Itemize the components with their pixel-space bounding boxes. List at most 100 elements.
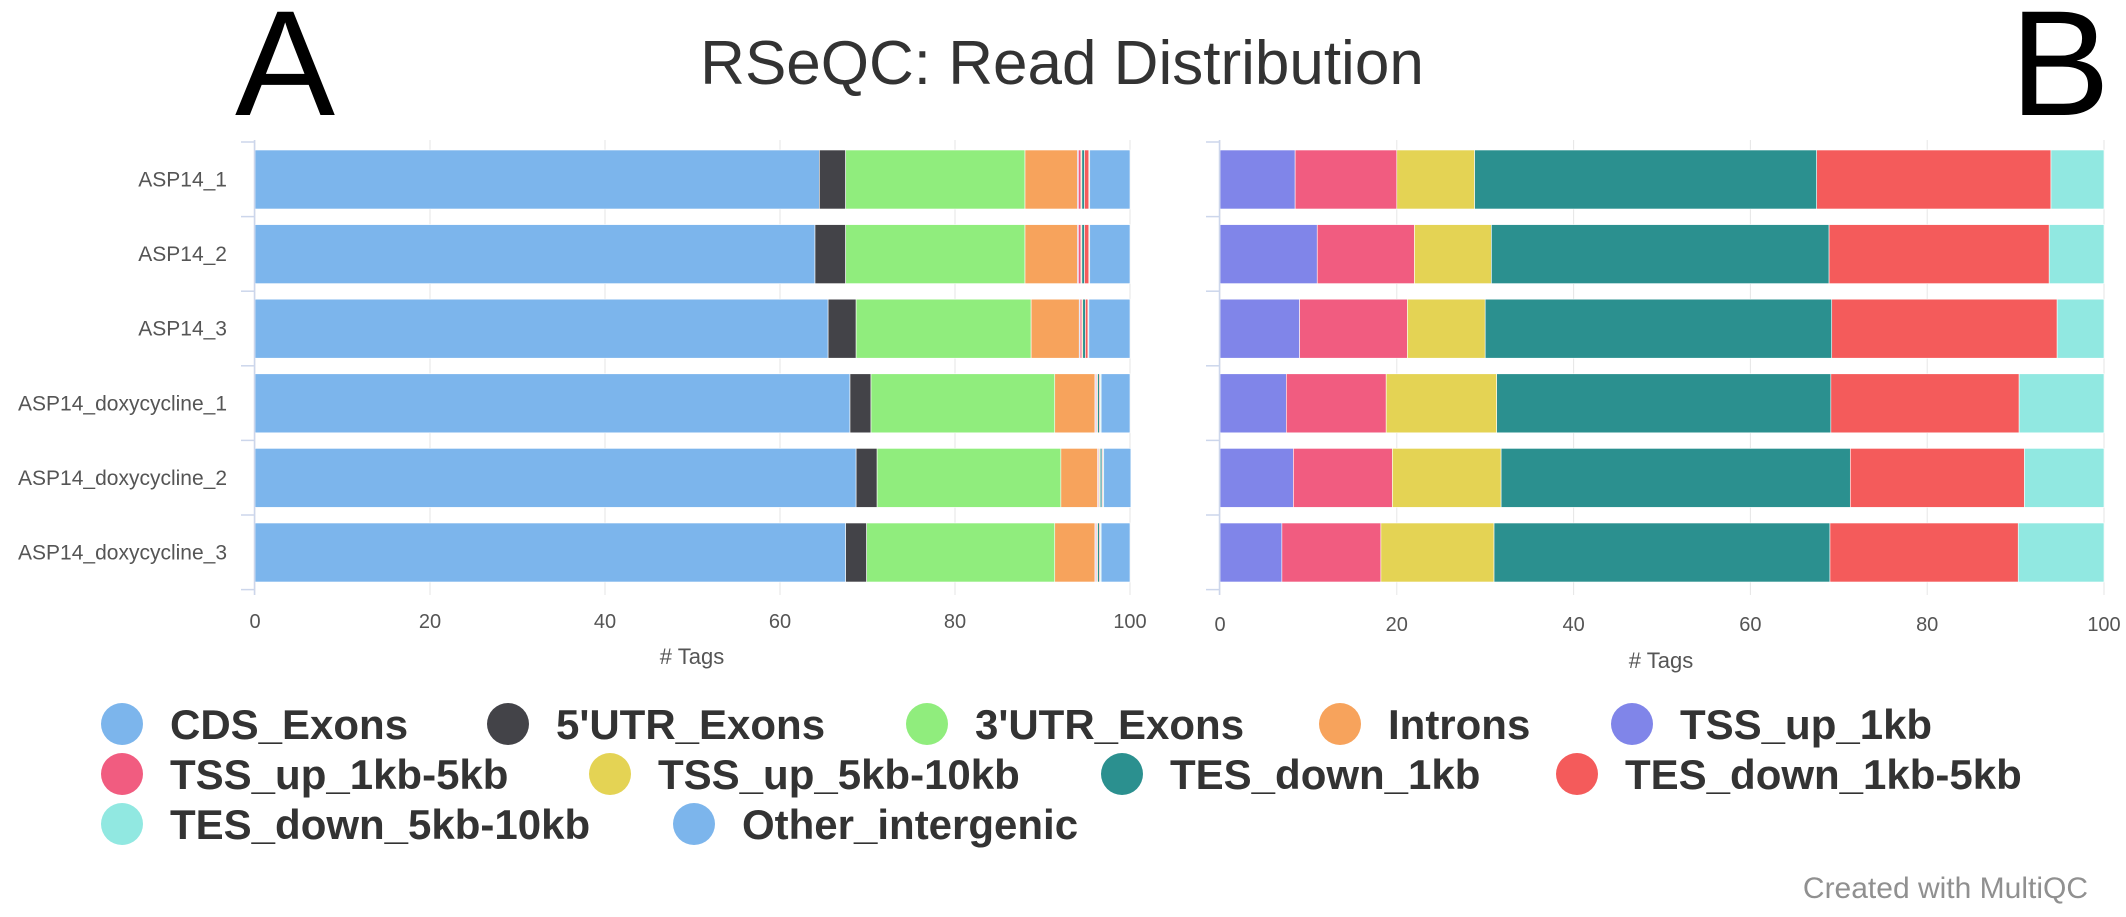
panel-b-bar-asp14-doxycycline-1-tss-up-1kb[interactable] [1219,373,1287,434]
panel-b-tick-labels: 0 20 40 60 80 100 [1214,614,2120,636]
panel-b-bar-asp14-1-tes-down-1kb-5kb[interactable] [1816,149,2052,210]
panel-b-bar-asp14-doxycycline-1-tss-up-1kb-5kb[interactable] [1286,373,1387,434]
panel-a-bar-asp14-doxycycline-3-introns[interactable] [1054,522,1096,583]
panel-b-bar-asp14-1-tss-up-1kb-5kb[interactable] [1294,149,1398,210]
legend-item-introns[interactable]: Introns [1319,701,1530,748]
legend-item-cds-exons[interactable]: CDS_Exons [101,701,408,748]
panel-a-bar-asp14-1-tss-up-1kb-5kb[interactable] [1078,149,1082,210]
legend-item-tes-down-1kb-5kb[interactable]: TES_down_1kb-5kb [1556,751,2022,798]
panel-a-bar-asp14-3-tes-down-1kb[interactable] [1082,298,1086,359]
panel-a-bar-asp14-1-3utr-exons[interactable] [845,149,1026,210]
panel-a-bar-asp14-doxycycline-3-5utr-exons[interactable] [845,522,867,583]
panel-a-bar-asp14-1-tes-down-1kb[interactable] [1081,149,1085,210]
panel-b-bars [1219,149,2105,583]
legend-item-other-intergenic[interactable]: Other_intergenic [673,801,1078,848]
panel-a-bar-asp14-1-other-intergenic[interactable] [1089,149,1131,210]
panel-a-bar-asp14-3-cds-exons[interactable] [254,298,829,359]
panel-a-bar-asp14-doxycycline-1-3utr-exons[interactable] [870,373,1056,434]
panel-a-bar-asp14-doxycycline-3-other-intergenic[interactable] [1100,522,1131,583]
panel-b-bar-asp14-doxycycline-2-tss-up-1kb-5kb[interactable] [1293,448,1393,508]
panel-b-bar-asp14-doxycycline-3-tes-down-5kb-10kb[interactable] [2017,522,2105,583]
panel-a-bar-asp14-2-tes-down-1kb-5kb[interactable] [1084,224,1090,284]
panel-a-bar-asp14-1-introns[interactable] [1024,149,1078,210]
panel-b-bar-asp14-doxycycline-1-tes-down-1kb-5kb[interactable] [1830,373,2020,434]
panel-b-bar-asp14-3-tss-up-1kb-5kb[interactable] [1299,298,1408,359]
panel-a-bar-asp14-2-introns[interactable] [1024,224,1078,284]
panel-b-x-tick-label: 40 [1562,614,1584,636]
category-label-asp14-doxycycline-2: ASP14_doxycycline_2 [18,467,227,490]
category-label-asp14-3: ASP14_3 [138,318,227,341]
panel-b-bar-asp14-3-tes-down-5kb-10kb[interactable] [2056,298,2105,359]
panel-b-bar-asp14-2-tss-up-1kb[interactable] [1219,224,1318,284]
panel-b-bar-asp14-doxycycline-3-tes-down-1kb-5kb[interactable] [1829,522,2019,583]
panel-a-bar-asp14-doxycycline-3-cds-exons[interactable] [254,522,846,583]
panel-a-x-axis-title: # Tags [660,644,724,669]
legend-item-tes-down-5kb-10kb[interactable]: TES_down_5kb-10kb [101,801,590,848]
panel-b-bar-asp14-3-tss-up-5kb-10kb[interactable] [1407,298,1486,359]
panel-b-bar-asp14-doxycycline-3-tss-up-1kb[interactable] [1219,522,1283,583]
panel-b-bar-asp14-doxycycline-1-tss-up-5kb-10kb[interactable] [1385,373,1497,434]
panel-a-bar-asp14-doxycycline-1-introns[interactable] [1054,373,1096,434]
panel-a-bar-asp14-doxycycline-1-other-intergenic[interactable] [1100,373,1131,434]
panel-a-bar-asp14-2-other-intergenic[interactable] [1089,224,1131,284]
panel-b-bar-asp14-1-tss-up-1kb[interactable] [1219,149,1296,210]
panel-b-bar-asp14-3-tes-down-1kb[interactable] [1484,298,1833,359]
legend-item-tes-down-1kb[interactable]: TES_down_1kb [1101,751,1480,798]
panel-b-bar-asp14-doxycycline-3-tes-down-1kb[interactable] [1493,522,1831,583]
legend-label: Introns [1388,701,1530,748]
panel-a-x-tick-label: 100 [1113,611,1146,633]
panel-a-bar-asp14-2-cds-exons[interactable] [254,224,816,284]
panel-b-bar-asp14-2-tes-down-5kb-10kb[interactable] [2048,224,2105,284]
legend-marker-tss-up-1kb-5kb [101,753,143,795]
legend-item-tss-up-5kb-10kb[interactable]: TSS_up_5kb-10kb [589,751,1020,798]
panel-a-bar-asp14-3-3utr-exons[interactable] [855,298,1032,359]
panel-a-bar-asp14-2-tes-down-1kb[interactable] [1081,224,1085,284]
panel-b-bar-asp14-doxycycline-2-tss-up-5kb-10kb[interactable] [1392,448,1502,508]
panel-b-bar-asp14-doxycycline-2-tes-down-5kb-10kb[interactable] [2024,448,2105,508]
panel-b-bar-asp14-3-tss-up-1kb[interactable] [1219,298,1300,359]
panel-b-bar-asp14-3-tes-down-1kb-5kb[interactable] [1831,298,2058,359]
panel-b-bar-asp14-doxycycline-1-tes-down-1kb[interactable] [1496,373,1832,434]
legend-item-tss-up-1kb[interactable]: TSS_up_1kb [1611,701,1932,748]
panel-b-bar-asp14-doxycycline-2-tss-up-1kb[interactable] [1219,448,1294,508]
panel-a-bar-asp14-2-tss-up-1kb-5kb[interactable] [1078,224,1082,284]
panel-a-bar-asp14-2-3utr-exons[interactable] [845,224,1026,284]
panel-b-bar-asp14-2-tss-up-5kb-10kb[interactable] [1414,224,1492,284]
panel-a-bar-asp14-doxycycline-3-3utr-exons[interactable] [866,522,1056,583]
panel-b-bar-asp14-doxycycline-3-tss-up-5kb-10kb[interactable] [1380,522,1495,583]
panel-a-bar-asp14-doxycycline-2-cds-exons[interactable] [254,448,857,508]
legend-item-tss-up-1kb-5kb[interactable]: TSS_up_1kb-5kb [101,751,508,798]
panel-a-bar-asp14-doxycycline-2-5utr-exons[interactable] [855,448,878,508]
panel-a-bar-asp14-3-tes-down-1kb-5kb[interactable] [1085,298,1089,359]
panel-a-bar-asp14-doxycycline-2-other-intergenic[interactable] [1103,448,1132,508]
legend-label: 3'UTR_Exons [975,701,1244,748]
panel-a-bar-asp14-1-tes-down-1kb-5kb[interactable] [1084,149,1090,210]
panel-b-bar-asp14-1-tss-up-5kb-10kb[interactable] [1396,149,1475,210]
panel-b-bar-asp14-2-tss-up-1kb-5kb[interactable] [1316,224,1415,284]
panel-b-x-tick-label: 20 [1386,614,1408,636]
panel-b-bar-asp14-1-tes-down-1kb[interactable] [1474,149,1818,210]
legend-marker-tss-up-5kb-10kb [589,753,631,795]
panel-a-bar-asp14-3-5utr-exons[interactable] [827,298,857,359]
legend-marker-cds-exons [101,703,143,745]
panel-b-bar-asp14-1-tes-down-5kb-10kb[interactable] [2050,149,2105,210]
legend-item-3utr-exons[interactable]: 3'UTR_Exons [906,701,1244,748]
panel-a-bar-asp14-doxycycline-1-5utr-exons[interactable] [849,373,872,434]
legend: CDS_Exons 5'UTR_Exons 3'UTR_Exons Introns TS… [101,701,2022,848]
panel-a-bar-asp14-doxycycline-2-3utr-exons[interactable] [876,448,1062,508]
panel-a-bar-asp14-doxycycline-2-introns[interactable] [1060,448,1098,508]
panel-b-bar-asp14-doxycycline-2-tes-down-1kb[interactable] [1500,448,1851,508]
panel-a-bar-asp14-3-introns[interactable] [1030,298,1080,359]
category-label-asp14-2: ASP14_2 [138,243,227,266]
panel-a-bar-asp14-2-5utr-exons[interactable] [814,224,846,284]
panel-b-bar-asp14-doxycycline-1-tes-down-5kb-10kb[interactable] [2018,373,2105,434]
panel-b-bar-asp14-2-tes-down-1kb-5kb[interactable] [1828,224,2050,284]
panel-a-bar-asp14-3-other-intergenic[interactable] [1088,298,1131,359]
legend-item-5utr-exons[interactable]: 5'UTR_Exons [487,701,825,748]
panel-a-bar-asp14-doxycycline-1-cds-exons[interactable] [254,373,851,434]
panel-b-bar-asp14-2-tes-down-1kb[interactable] [1491,224,1830,284]
panel-a-bar-asp14-1-cds-exons[interactable] [254,149,820,210]
panel-b-bar-asp14-doxycycline-2-tes-down-1kb-5kb[interactable] [1849,448,2025,508]
panel-a-bar-asp14-1-5utr-exons[interactable] [819,149,846,210]
panel-b-bar-asp14-doxycycline-3-tss-up-1kb-5kb[interactable] [1281,522,1382,583]
